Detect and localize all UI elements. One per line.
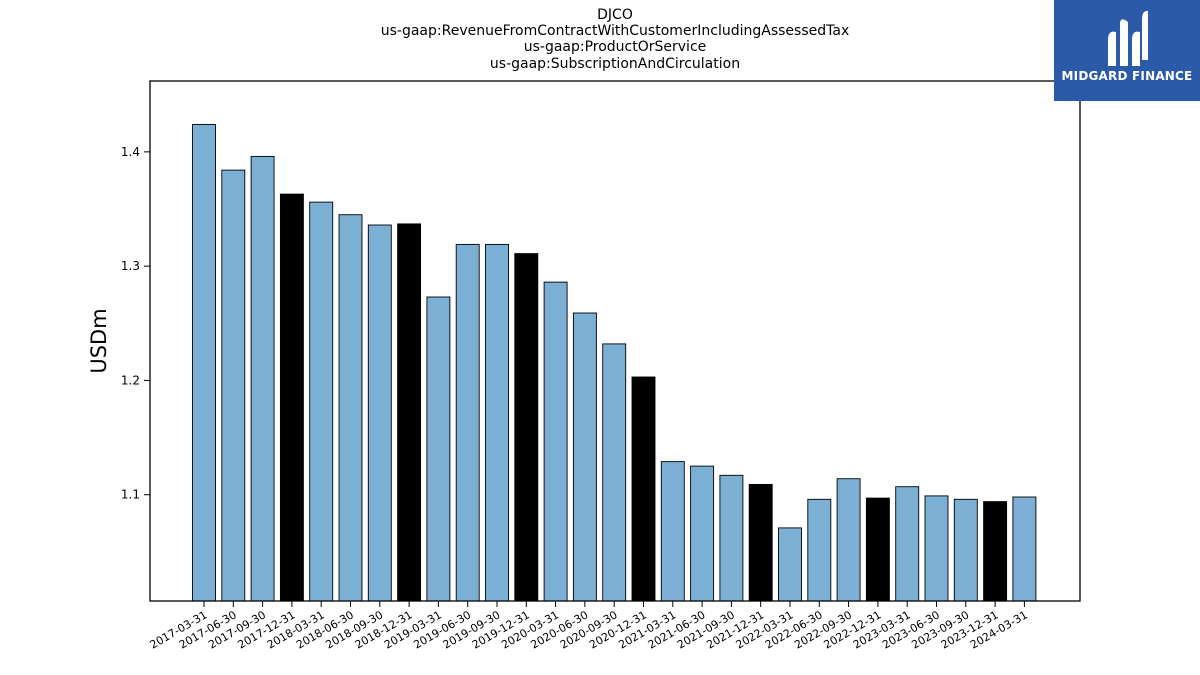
bar — [367, 224, 392, 602]
bar — [514, 253, 539, 602]
bar — [426, 296, 451, 602]
bar — [338, 214, 363, 602]
plot-frame — [149, 80, 1081, 602]
bar — [983, 501, 1008, 602]
y-tick-label: 1.4 — [121, 145, 140, 159]
bar — [778, 527, 802, 602]
bar — [485, 243, 509, 602]
bar — [221, 169, 246, 602]
bar — [1012, 496, 1037, 602]
chart-title-line-3: us-gaap:ProductOrService — [523, 39, 707, 55]
bars-group — [192, 123, 1037, 602]
chart-title-line-1: DJCO — [597, 7, 633, 23]
bar — [631, 376, 656, 602]
bar — [309, 201, 334, 602]
bar — [895, 486, 920, 602]
bar — [719, 474, 744, 602]
bar — [748, 483, 773, 602]
bar — [543, 281, 568, 602]
y-tick-label: 1.2 — [121, 373, 140, 387]
chart-title-line-4: us-gaap:SubscriptionAndCirculation — [489, 56, 741, 72]
bar — [572, 312, 597, 602]
bar — [192, 123, 216, 602]
x-axis: 2017-03-312017-06-302017-09-302017-12-31… — [148, 601, 1030, 652]
bar — [924, 495, 949, 602]
y-axis-label: USDm — [87, 308, 111, 373]
bar — [397, 223, 422, 602]
y-tick-label: 1.3 — [121, 259, 140, 273]
midgard-finance-logo: MIDGARD FINANCE — [1054, 0, 1200, 101]
y-tick-label: 1.1 — [121, 488, 140, 502]
bar — [865, 497, 890, 602]
bar — [690, 465, 715, 602]
bar — [953, 498, 978, 602]
y-axis: 1.1 1.2 1.3 1.4 — [121, 145, 150, 502]
bar — [250, 155, 275, 602]
logo-mark-icon — [1108, 10, 1148, 66]
bar — [602, 343, 627, 602]
bar — [279, 193, 304, 602]
bar — [836, 478, 861, 602]
bar — [807, 498, 832, 602]
chart-title-line-2: us-gaap:RevenueFromContractWithCustomerI… — [380, 23, 850, 39]
bar — [455, 243, 480, 602]
bar — [660, 461, 685, 602]
logo-text: MIDGARD FINANCE — [1061, 69, 1193, 83]
